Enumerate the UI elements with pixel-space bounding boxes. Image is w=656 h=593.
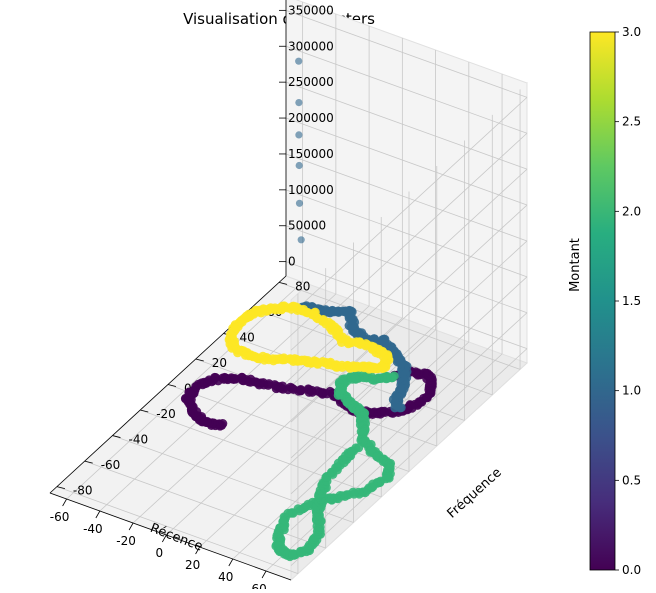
y-tick-mark	[195, 358, 204, 362]
y-tick-mark	[278, 281, 288, 285]
colorbar-tick-label: 3.0	[622, 25, 641, 39]
colorbar-tick-label: 0.5	[622, 473, 641, 487]
x-tick-label: 40	[218, 570, 233, 584]
cluster-1-outlier	[295, 199, 304, 207]
x-axis-line	[49, 492, 292, 581]
cluster-3-point	[309, 308, 319, 318]
z-axis-label: Montant	[568, 238, 583, 292]
cluster-3-point	[251, 307, 261, 317]
y-tick-label: -80	[73, 484, 93, 498]
z-grid-back	[285, 45, 528, 134]
y-tick-label: 40	[240, 330, 255, 344]
cluster-1-outlier	[297, 236, 305, 244]
z-tick-label: 0	[288, 255, 296, 269]
z-grid-back	[285, 261, 528, 350]
colorbar-ticks: 0.0 0.5 1.0 1.5 2.0 2.5 3.0	[615, 25, 641, 577]
x-tick-mark	[95, 510, 101, 519]
x-tick-label: -60	[50, 510, 70, 524]
y-grid-floor	[278, 282, 521, 370]
y-tick-label: -40	[129, 433, 149, 447]
colorbar-tick-label: 0.0	[622, 563, 641, 577]
tick-labels: -60-40-200204060-80-60-40-20020406080050…	[49, 0, 334, 593]
y-tick-mark	[140, 409, 149, 413]
z-grid-left	[290, 348, 528, 566]
z-grid-back	[285, 81, 528, 170]
y-tick-mark	[112, 435, 121, 438]
cluster-3	[224, 301, 394, 374]
cluster-2-point	[354, 443, 364, 453]
cluster-1-outlier	[295, 57, 303, 65]
y-grid-floor	[56, 486, 299, 574]
z-grid-left	[290, 168, 528, 387]
cluster-2	[271, 370, 399, 562]
cluster-0-point	[230, 374, 240, 384]
y-tick-mark	[84, 460, 93, 464]
z-grid-left	[290, 97, 528, 315]
z-grid-left	[290, 204, 528, 423]
z-tick-label: 50000	[288, 219, 326, 233]
cluster-1-outlier	[295, 161, 303, 170]
y-tick-mark	[56, 486, 66, 490]
z-tick-label: 250000	[288, 75, 334, 89]
x-tick-label: -40	[83, 522, 103, 536]
z-tick-label: 200000	[288, 111, 334, 125]
z-tick-label: 350000	[288, 3, 334, 17]
colorbar-tick-label: 1.5	[622, 294, 641, 308]
y-grid-floor	[140, 409, 382, 498]
cluster-1-outlier	[295, 99, 303, 107]
y-tick-label: -60	[101, 458, 121, 472]
colorbar-tick-label: 2.0	[622, 204, 641, 218]
y-axis-label: Fréquence	[445, 465, 505, 521]
z-grid-left	[290, 240, 528, 459]
x-tick-mark	[228, 558, 234, 567]
z-tick-label: 100000	[288, 183, 334, 197]
z-grid-back	[285, 189, 528, 278]
x-tick-mark	[62, 498, 67, 507]
y-grid-floor	[167, 384, 410, 472]
x-tick-label: 20	[185, 558, 200, 572]
y-tick-label: 80	[295, 279, 310, 293]
x-tick-label: -20	[116, 534, 136, 548]
colorbar-tick-label: 1.0	[622, 384, 641, 398]
y-tick-label: -20	[156, 407, 176, 421]
z-tick-label: 300000	[288, 39, 334, 53]
data-points	[180, 57, 437, 562]
y-grid-floor	[195, 358, 437, 447]
z-grid-back	[285, 9, 528, 98]
x-tick-label: 60	[251, 582, 266, 589]
z-tick-label: 150000	[288, 147, 334, 161]
cluster-1-point	[396, 403, 406, 413]
x-tick-label: 0	[155, 546, 163, 560]
cluster-2-point	[288, 550, 298, 560]
colorbar	[589, 31, 616, 571]
cluster-0-point	[296, 386, 306, 396]
cluster-1-outlier	[295, 131, 303, 139]
x-tick-mark	[128, 522, 134, 531]
x-tick-mark	[261, 570, 267, 579]
colorbar-tick-label: 2.5	[622, 115, 641, 129]
z-grid-back	[285, 153, 528, 242]
x-tick-mark	[195, 546, 200, 555]
y-tick-label: 20	[212, 356, 227, 370]
y-tick-mark	[167, 384, 177, 387]
x-tick-mark	[161, 534, 167, 543]
z-grid-back	[285, 225, 528, 314]
z-grid-back	[285, 117, 528, 206]
